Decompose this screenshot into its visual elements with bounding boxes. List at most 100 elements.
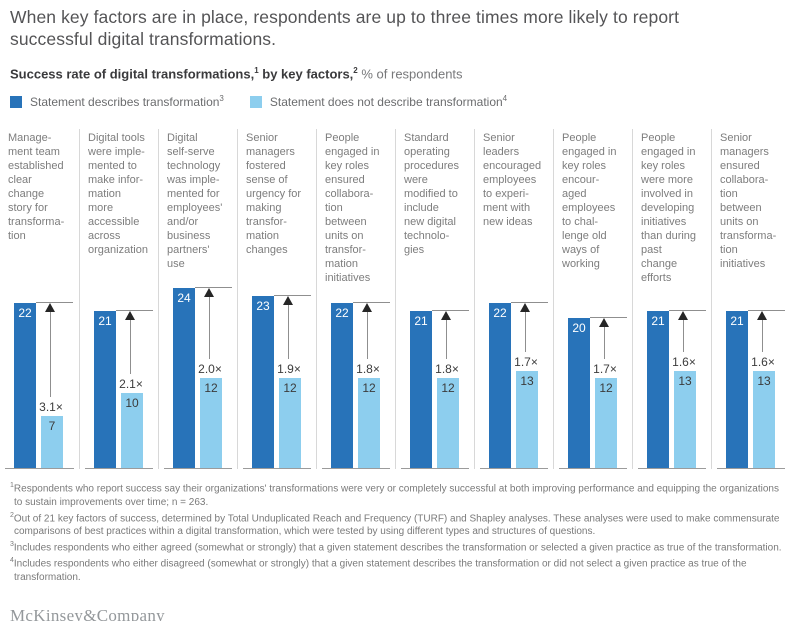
factor-plot: 1.6× 21 13	[712, 279, 791, 470]
multiplier-label: 2.0×	[198, 362, 222, 377]
factor-column: Digital self-serve technology was imple-…	[158, 129, 238, 470]
arrow-up-icon	[204, 288, 214, 298]
bar-not-describes-value: 12	[204, 381, 218, 396]
bar-describes: 23	[252, 295, 274, 469]
factor-plot: 1.8× 21 12	[396, 279, 475, 470]
legend-label: Statement describes transformation3	[30, 94, 224, 110]
legend-footnote-ref-3: 3	[219, 94, 224, 104]
multiplier-label: 1.6×	[672, 354, 696, 369]
factor-column: Senior managers ensured collabora- tion …	[711, 129, 791, 470]
subtitle-footnote-ref-2: 2	[353, 66, 358, 75]
bar-describes: 24	[173, 288, 195, 469]
factor-plot: 1.9× 23 12	[238, 279, 317, 470]
gain-arrow-line	[288, 304, 289, 360]
legend-footnote-ref-4: 4	[502, 94, 508, 104]
bar-describes-value: 21	[414, 313, 428, 328]
bar-not-describes: 10	[121, 393, 143, 469]
baseline	[638, 468, 706, 470]
factor-label: Senior leaders encouraged employees to e…	[483, 132, 542, 229]
gain-arrow-line	[525, 312, 526, 352]
gain-arrow-line	[683, 319, 684, 352]
bar-describes-value: 21	[730, 313, 744, 328]
footnote-text: Includes respondents who either disagree…	[13, 558, 747, 583]
multiplier-label: 1.6×	[751, 354, 775, 369]
baseline	[717, 468, 785, 470]
bar-describes: 22	[489, 303, 511, 469]
legend-swatch-light-blue	[249, 95, 262, 108]
factor-label: People engaged in key roles ensured coll…	[325, 132, 380, 285]
multiplier-label: 1.7×	[514, 354, 538, 369]
baseline	[85, 468, 153, 470]
factor-column: Senior managers fostered sense of urgenc…	[237, 129, 317, 470]
subtitle-bold-2: by key factors,	[258, 66, 354, 82]
bar-not-describes-value: 13	[678, 373, 692, 388]
factor-column: Digital tools were imple- mented to make…	[79, 129, 159, 470]
arrow-up-icon	[125, 310, 135, 320]
factor-column: People engaged in key roles encour- aged…	[553, 129, 633, 470]
bar-not-describes: 13	[753, 370, 775, 469]
gain-arrow-line	[130, 319, 131, 375]
baseline	[5, 468, 74, 470]
bar-not-describes-value: 12	[283, 381, 297, 396]
legend-item-describes: Statement describes transformation3	[10, 94, 224, 109]
bar-describes: 21	[726, 310, 748, 469]
arrow-up-icon	[283, 295, 293, 305]
bar-describes-value: 21	[98, 313, 112, 328]
bar-describes: 20	[568, 318, 590, 469]
factor-label: Standard operating procedures were modif…	[404, 132, 460, 257]
baseline	[164, 468, 232, 470]
footnote-number: 2	[10, 511, 14, 519]
arrow-up-icon	[678, 310, 688, 320]
legend-swatch-dark-blue	[10, 95, 22, 108]
factor-column: Manage- ment team established clear chan…	[0, 129, 80, 470]
bar-not-describes-value: 12	[441, 381, 455, 396]
baseline	[322, 468, 390, 470]
bar-describes: 21	[647, 310, 669, 469]
footnote: 1Respondents who report success say thei…	[10, 479, 786, 508]
multiplier-label: 2.1×	[119, 377, 143, 392]
arrow-up-icon	[520, 303, 530, 313]
factor-label: Senior managers fostered sense of urgenc…	[246, 132, 302, 257]
bar-not-describes: 12	[358, 378, 380, 469]
legend-item-not-describes: Statement does not describe transformati…	[249, 94, 508, 109]
gain-topline	[511, 302, 548, 304]
bar-describes-value: 22	[493, 306, 507, 321]
exhibit-header: When key factors are in place, responden…	[0, 0, 800, 109]
subtitle-footnote-ref-1: 1	[254, 66, 259, 75]
baseline	[559, 468, 627, 470]
bar-describes-value: 24	[177, 291, 191, 306]
multiplier-label: 1.7×	[593, 362, 617, 377]
chart-columns: Manage- ment team established clear chan…	[0, 129, 800, 470]
bar-not-describes-value: 13	[757, 373, 771, 388]
baseline	[480, 468, 548, 470]
footnote: 3Includes respondents who either agreed …	[10, 538, 786, 554]
factor-plot: 1.6× 21 13	[633, 279, 712, 470]
chart-legend: Statement describes transformation3 Stat…	[10, 94, 788, 109]
gain-arrow-line	[367, 312, 368, 360]
footnote-text: Includes respondents who either agreed (…	[13, 542, 782, 554]
bar-describes-value: 21	[651, 313, 665, 328]
factor-label: People engaged in key roles encour- aged…	[562, 132, 617, 271]
bar-not-describes: 7	[41, 415, 63, 469]
gain-topline	[590, 317, 627, 319]
factor-column: People engaged in key roles were more in…	[632, 129, 712, 470]
factor-plot: 2.1× 21 10	[80, 279, 159, 470]
arrow-up-icon	[362, 303, 372, 313]
bar-describes: 21	[410, 310, 432, 469]
factor-label: Digital self-serve technology was imple-…	[167, 132, 223, 271]
bar-describes-value: 20	[572, 321, 586, 336]
gain-topline	[274, 294, 311, 296]
arrow-up-icon	[45, 303, 55, 313]
subtitle-bold-1: Success rate of digital transformations,	[10, 66, 255, 82]
multiplier-label: 1.8×	[435, 362, 459, 377]
factor-column: Standard operating procedures were modif…	[395, 129, 475, 470]
footnote-number: 3	[10, 540, 14, 548]
mckinsey-logo: McKinsey&Company	[10, 605, 165, 621]
bar-describes-value: 22	[335, 306, 349, 321]
footnotes: 1Respondents who report success say thei…	[0, 479, 800, 583]
multiplier-label: 1.9×	[277, 362, 301, 377]
factor-plot: 1.7× 20 12	[554, 279, 633, 470]
gain-arrow-line	[209, 297, 210, 360]
arrow-up-icon	[599, 318, 609, 328]
arrow-up-icon	[441, 310, 451, 320]
